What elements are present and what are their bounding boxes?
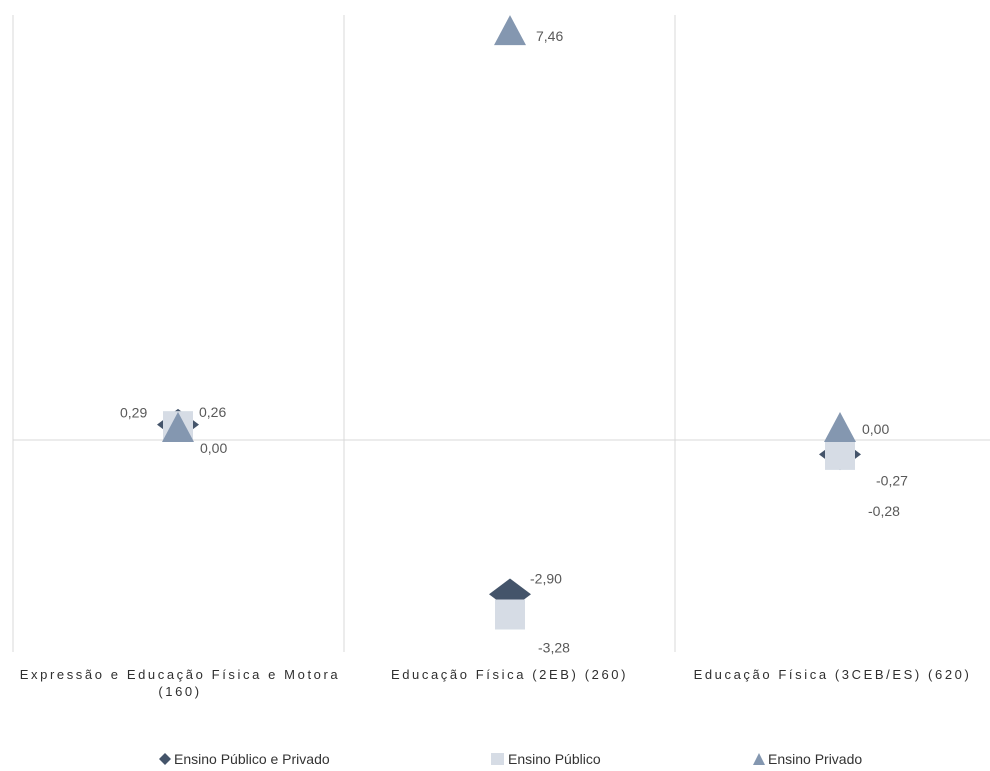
legend-label: Ensino Público (508, 751, 601, 767)
square-icon (491, 753, 504, 765)
marker-publico-3 (825, 439, 855, 470)
legend-label: Ensino Público e Privado (174, 751, 330, 767)
data-label-s1-c3: -0,27 (876, 472, 908, 488)
legend-item-publico[interactable]: Ensino Público (490, 751, 601, 767)
marker-privado-1 (162, 412, 194, 442)
data-label-s1-c1: 0,29 (120, 405, 147, 421)
category-label-3: Educação Física (3CEB/ES) (620) (693, 667, 972, 682)
chart-marks (157, 15, 861, 630)
chart-gridlines (12, 15, 990, 652)
chart-data-labels: 0,29 -2,90 -0,27 0,26 -3,28 -0,28 0,00 7,46 0,00 (120, 28, 908, 655)
data-label-s2-c1: 0,26 (199, 404, 226, 420)
data-label-s3-c3: 0,00 (862, 421, 889, 437)
data-label-s1-c2: -2,90 (530, 570, 562, 586)
diamond-icon (159, 753, 171, 765)
category-label-1: Expressão e Educação Física e Motora (16… (19, 667, 341, 699)
triangle-icon (753, 753, 765, 765)
legend-label: Ensino Privado (768, 751, 863, 767)
legend-item-privado[interactable]: Ensino Privado (752, 751, 862, 767)
data-label-s3-c2: 7,46 (536, 28, 563, 44)
data-label-s2-c2: -3,28 (538, 639, 570, 655)
chart-legend: Ensino Público e Privado Ensino Público … (0, 751, 990, 771)
data-label-s2-c3: -0,28 (868, 503, 900, 519)
category-label-2: Educação Física (2EB) (260) (390, 667, 629, 682)
legend-item-publico-privado[interactable]: Ensino Público e Privado (158, 751, 330, 767)
marker-privado-3 (824, 412, 856, 442)
data-label-s3-c1: 0,00 (200, 440, 227, 456)
marker-publico-2 (495, 599, 525, 630)
marker-privado-2 (494, 15, 526, 46)
